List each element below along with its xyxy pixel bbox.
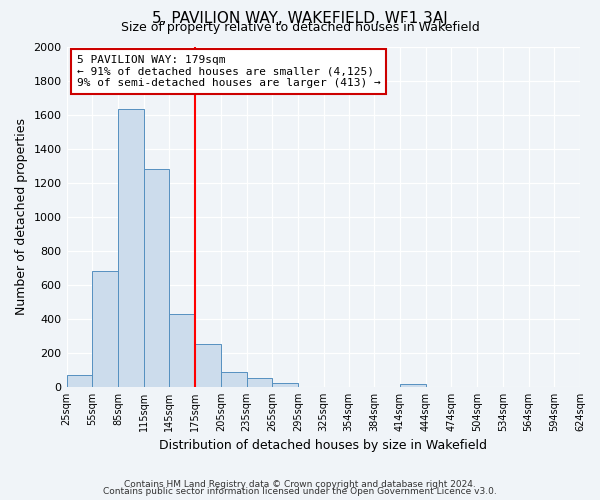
X-axis label: Distribution of detached houses by size in Wakefield: Distribution of detached houses by size … [159, 440, 487, 452]
Text: Contains public sector information licensed under the Open Government Licence v3: Contains public sector information licen… [103, 487, 497, 496]
Bar [169, 314, 195, 387]
Bar [195, 344, 221, 387]
Bar [143, 169, 169, 387]
Bar [221, 372, 247, 387]
Bar [118, 110, 143, 387]
Text: Contains HM Land Registry data © Crown copyright and database right 2024.: Contains HM Land Registry data © Crown c… [124, 480, 476, 489]
Bar [400, 384, 426, 387]
Text: 5 PAVILION WAY: 179sqm
← 91% of detached houses are smaller (4,125)
9% of semi-d: 5 PAVILION WAY: 179sqm ← 91% of detached… [77, 55, 380, 88]
Y-axis label: Number of detached properties: Number of detached properties [15, 118, 28, 315]
Text: Size of property relative to detached houses in Wakefield: Size of property relative to detached ho… [121, 21, 479, 34]
Bar [67, 375, 92, 387]
Text: 5, PAVILION WAY, WAKEFIELD, WF1 3AJ: 5, PAVILION WAY, WAKEFIELD, WF1 3AJ [152, 11, 448, 26]
Bar [247, 378, 272, 387]
Bar [272, 382, 298, 387]
Bar [92, 271, 118, 387]
